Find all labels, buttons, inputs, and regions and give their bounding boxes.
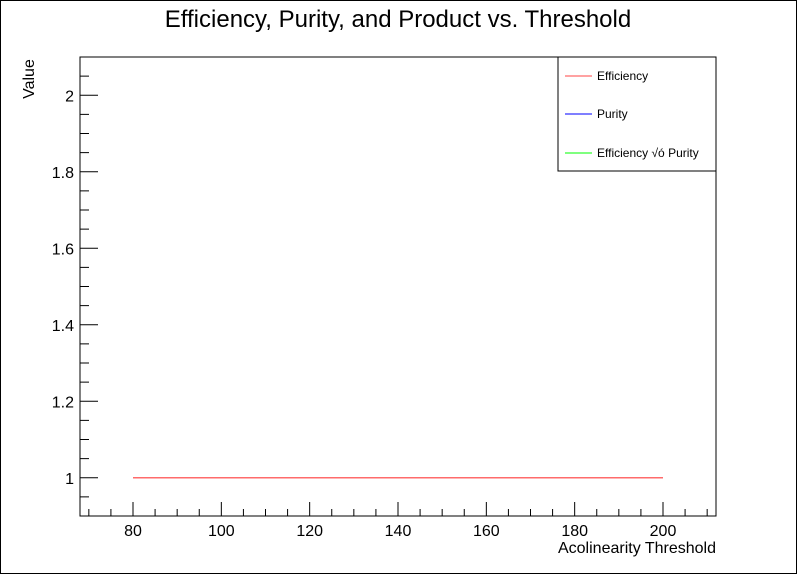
chart-title: Efficiency, Purity, and Product vs. Thre… bbox=[165, 6, 631, 33]
legend-label-efficiency: Efficiency bbox=[597, 69, 648, 83]
y-tick-label: 1.6 bbox=[52, 241, 74, 258]
x-axis-label: Acolinearity Threshold bbox=[558, 540, 716, 557]
legend-label-product: Efficiency √ó Purity bbox=[597, 146, 699, 160]
x-tick-label: 160 bbox=[473, 523, 500, 540]
x-tick-label: 100 bbox=[208, 523, 235, 540]
x-tick-label: 140 bbox=[385, 523, 412, 540]
legend-label-purity: Purity bbox=[597, 107, 628, 121]
x-axis: 80 100 120 140 160 180 200 bbox=[88, 502, 708, 540]
x-tick-label: 180 bbox=[561, 523, 588, 540]
y-tick-label: 1.4 bbox=[52, 318, 74, 335]
x-tick-label: 200 bbox=[650, 523, 677, 540]
x-tick-label: 80 bbox=[124, 523, 142, 540]
y-tick-label: 1 bbox=[65, 471, 74, 488]
legend: Efficiency Purity Efficiency √ó Purity bbox=[557, 56, 717, 172]
y-axis: 1 1.2 1.4 1.6 1.8 2 bbox=[52, 56, 98, 517]
y-tick-label: 1.2 bbox=[52, 394, 74, 411]
y-tick-label: 2 bbox=[65, 88, 74, 105]
y-tick-label: 1.8 bbox=[52, 165, 74, 182]
y-axis-label: Value bbox=[21, 59, 38, 99]
x-tick-label: 120 bbox=[296, 523, 323, 540]
